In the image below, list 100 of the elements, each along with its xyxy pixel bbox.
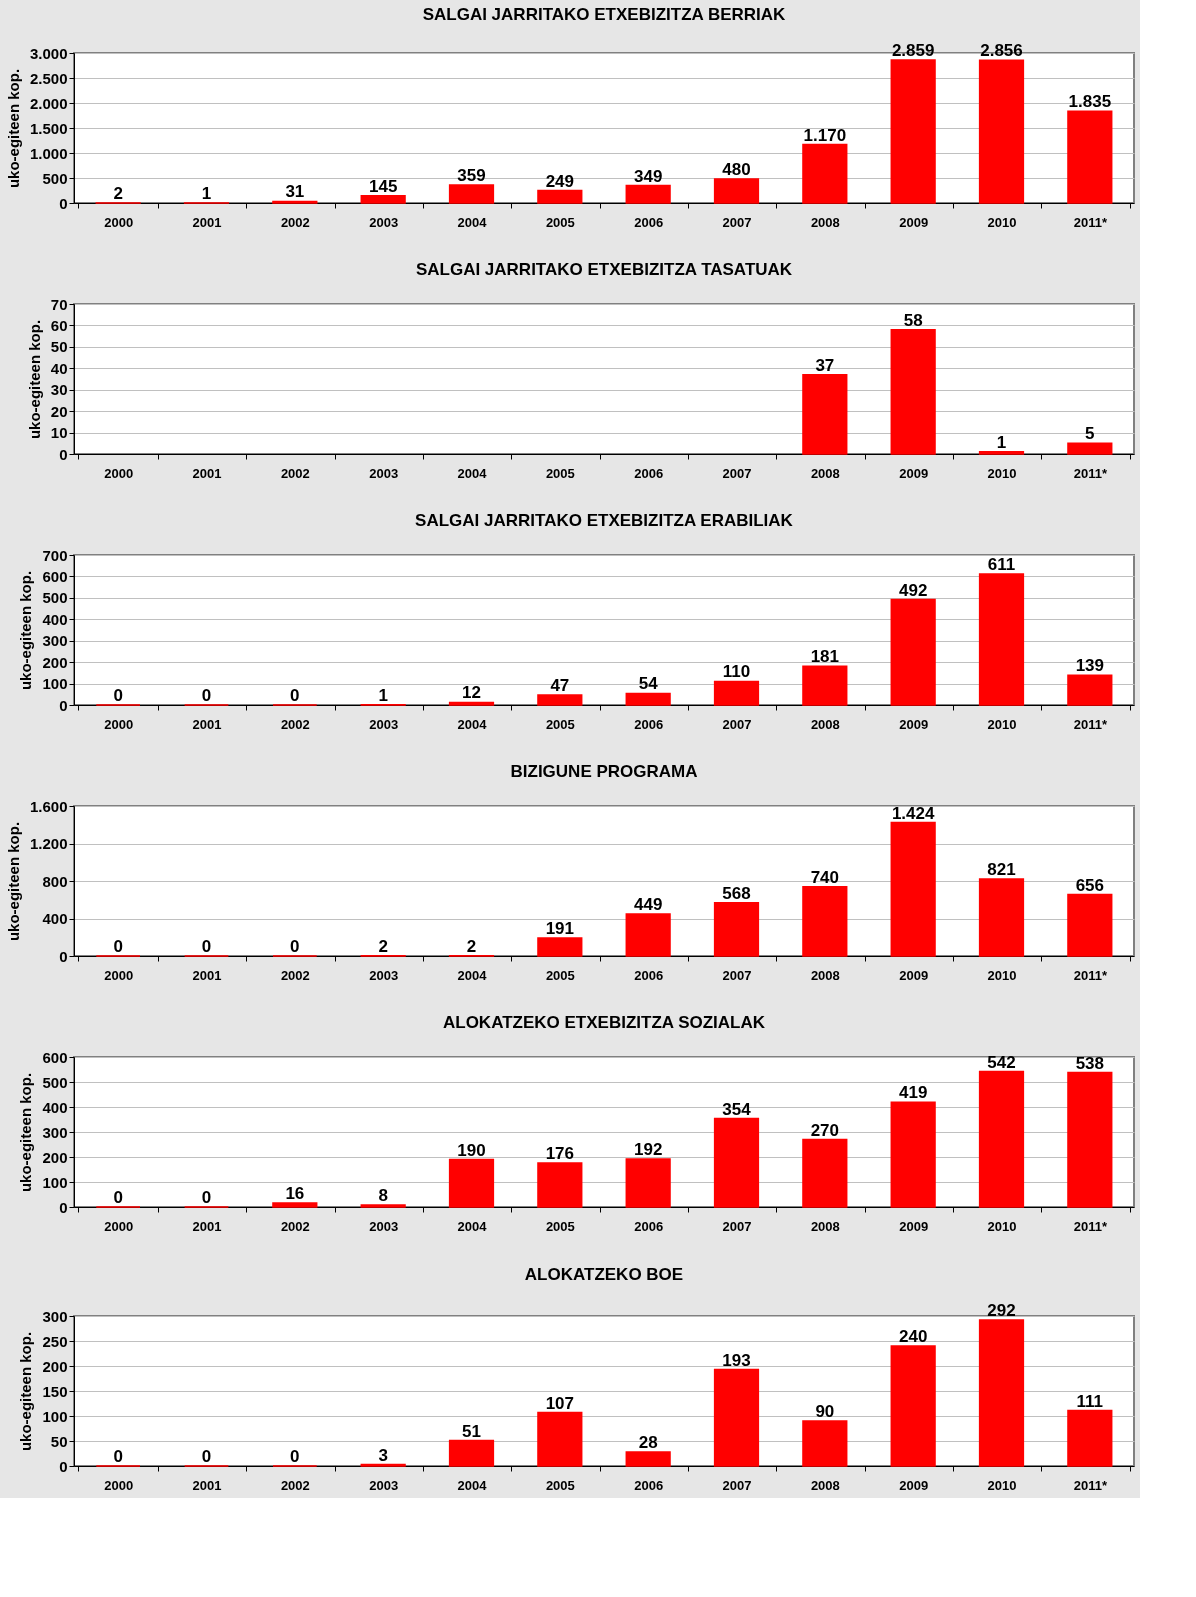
bar xyxy=(1067,1071,1113,1208)
chart-title: SALGAI JARRITAKO ETXEBIZITZA TASATUAK xyxy=(415,260,793,279)
bar xyxy=(890,59,936,204)
bar xyxy=(978,59,1025,204)
x-tick-label: 2000 xyxy=(104,1477,134,1493)
bar xyxy=(625,692,671,706)
x-tick-label: 2000 xyxy=(104,1218,134,1234)
bar xyxy=(802,1138,848,1208)
bar xyxy=(802,143,848,204)
x-tick-label: 2000 xyxy=(104,214,134,230)
data-label: 542 xyxy=(987,1052,1016,1072)
bar xyxy=(360,1204,406,1208)
x-tick-label: 2002 xyxy=(280,1218,310,1234)
x-tick-label: 2004 xyxy=(457,967,488,983)
x-tick-label: 2002 xyxy=(280,214,310,230)
bar xyxy=(360,195,406,204)
y-tick-label: 300 xyxy=(42,1307,68,1325)
data-label: 449 xyxy=(633,894,663,914)
x-tick-label: 2002 xyxy=(280,716,310,732)
x-tick-label: 2006 xyxy=(634,214,664,230)
x-tick-label: 2000 xyxy=(104,967,134,983)
y-tick-label: 1.600 xyxy=(29,797,68,815)
data-label: 12 xyxy=(462,683,481,703)
bar xyxy=(1067,674,1113,706)
data-label: 28 xyxy=(638,1433,658,1452)
y-axis-title: uko-egiteen kop. xyxy=(4,821,22,942)
y-tick-label: 200 xyxy=(42,1148,68,1166)
x-tick-label: 2007 xyxy=(722,1477,752,1493)
data-label: 176 xyxy=(545,1144,575,1163)
bar xyxy=(625,1158,671,1208)
data-label: 1.170 xyxy=(803,125,847,145)
x-tick-label: 2004 xyxy=(457,465,488,481)
bar xyxy=(1067,110,1113,204)
y-tick-label: 60 xyxy=(50,316,68,334)
data-label: 740 xyxy=(810,867,840,887)
x-tick-label: 2010 xyxy=(987,967,1017,983)
y-axis-title: uko-egiteen kop. xyxy=(17,1072,35,1193)
y-tick-label: 2.500 xyxy=(29,69,68,87)
x-tick-label: 2005 xyxy=(545,716,575,732)
bar xyxy=(713,680,760,706)
bar xyxy=(890,821,936,957)
data-label: 54 xyxy=(638,674,659,694)
x-tick-label: 2010 xyxy=(987,214,1017,230)
data-label: 31 xyxy=(285,182,305,202)
data-label: 193 xyxy=(722,1350,751,1370)
bar xyxy=(1067,893,1113,957)
bar xyxy=(625,1451,671,1467)
y-tick-label: 250 xyxy=(42,1332,68,1350)
data-label: 656 xyxy=(1075,875,1105,895)
data-label: 8 xyxy=(378,1186,388,1205)
y-axis-title: uko-egiteen kop. xyxy=(4,68,22,189)
bar xyxy=(978,1070,1025,1208)
data-label: 821 xyxy=(987,860,1016,880)
x-tick-label: 2004 xyxy=(457,716,488,732)
x-tick-label: 2003 xyxy=(369,1477,399,1493)
y-tick-label: 10 xyxy=(50,424,68,442)
y-tick-label: 20 xyxy=(50,402,68,420)
bar xyxy=(448,1158,495,1208)
data-label: 359 xyxy=(457,166,486,186)
x-tick-label: 2004 xyxy=(457,214,488,230)
x-tick-label: 2008 xyxy=(810,465,840,481)
chart-title: SALGAI JARRITAKO ETXEBIZITZA ERABILIAK xyxy=(415,511,794,530)
y-tick-label: 100 xyxy=(42,675,68,693)
x-tick-label: 2008 xyxy=(810,1218,840,1234)
y-tick-label: 2.000 xyxy=(29,94,68,112)
data-label: 191 xyxy=(545,919,575,939)
data-label: 3 xyxy=(378,1445,388,1465)
y-tick-label: 0 xyxy=(59,696,68,714)
data-label: 1.424 xyxy=(891,803,935,823)
data-label: 354 xyxy=(722,1099,752,1119)
x-tick-label: 2000 xyxy=(104,716,134,732)
bar xyxy=(978,573,1025,706)
y-tick-label: 0 xyxy=(59,445,68,463)
bar xyxy=(272,1202,318,1208)
data-label: 5 xyxy=(1085,424,1095,444)
bar xyxy=(802,665,848,706)
bar xyxy=(713,902,760,957)
data-label: 190 xyxy=(457,1140,486,1160)
x-tick-label: 2011* xyxy=(1073,1477,1108,1493)
y-tick-label: 0 xyxy=(59,1457,68,1475)
y-tick-label: 600 xyxy=(42,1048,68,1066)
data-label: 0 xyxy=(201,1447,212,1466)
y-tick-label: 200 xyxy=(42,653,68,671)
data-label: 419 xyxy=(898,1083,928,1103)
chart-title: ALOKATZEKO ETXEBIZITZA SOZIALAK xyxy=(442,1013,766,1032)
data-label: 2 xyxy=(378,936,388,956)
data-label: 2 xyxy=(466,936,477,956)
data-label: 492 xyxy=(898,580,928,600)
y-tick-label: 50 xyxy=(50,338,68,356)
x-tick-label: 2000 xyxy=(104,465,134,481)
x-tick-label: 2005 xyxy=(545,967,575,983)
data-label: 292 xyxy=(987,1301,1016,1320)
x-tick-label: 2002 xyxy=(280,967,310,983)
data-label: 0 xyxy=(201,686,212,705)
data-label: 0 xyxy=(113,1447,123,1466)
data-label: 349 xyxy=(633,166,663,186)
x-tick-label: 2010 xyxy=(987,1477,1017,1493)
x-tick-label: 2002 xyxy=(280,1477,310,1493)
data-label: 111 xyxy=(1076,1391,1104,1411)
x-tick-label: 2009 xyxy=(899,967,929,983)
